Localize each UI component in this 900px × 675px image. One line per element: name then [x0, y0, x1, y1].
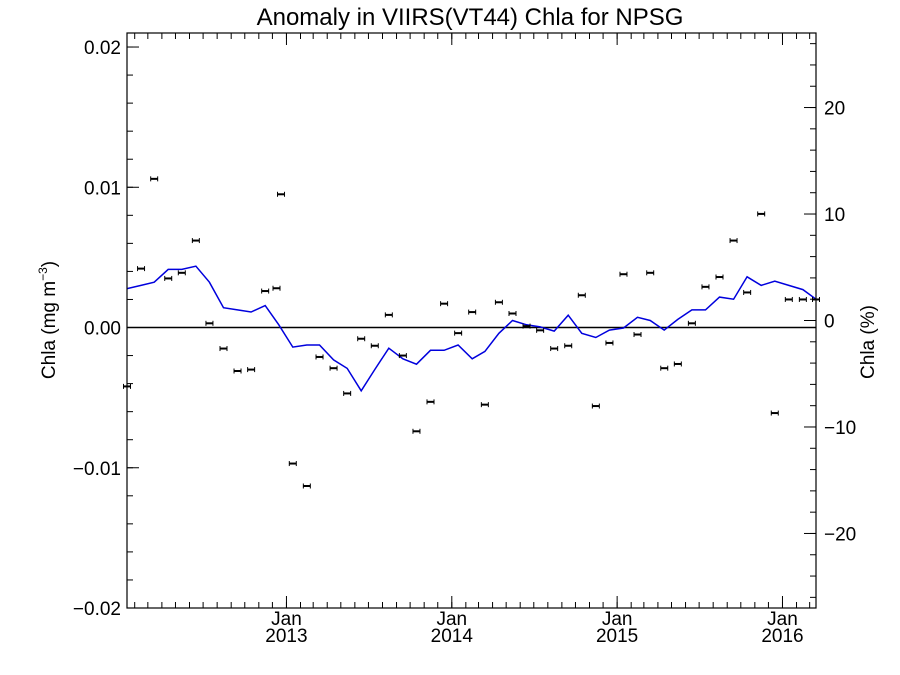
data-point — [673, 361, 682, 367]
data-point — [272, 285, 281, 291]
x-tick-label-year: 2016 — [761, 626, 803, 647]
y-left-tick-label: −0.01 — [73, 459, 121, 480]
data-point — [177, 270, 186, 276]
x-tick-label-month: Jan — [602, 609, 633, 630]
x-tick-label-month: Jan — [271, 609, 302, 630]
chart-marks — [123, 176, 820, 489]
data-point — [729, 238, 738, 244]
data-point — [468, 309, 477, 315]
y-axis-right-label: Chla (%) — [858, 305, 879, 379]
data-point — [398, 353, 407, 359]
y-right-tick-label: 20 — [824, 99, 845, 120]
data-point — [577, 292, 586, 298]
y-right-tick-label: 10 — [824, 205, 845, 226]
data-point — [550, 346, 559, 352]
data-point — [591, 403, 600, 409]
x-tick-label-year: 2013 — [265, 626, 307, 647]
x-tick-label-year: 2014 — [431, 626, 474, 647]
data-point — [288, 461, 297, 467]
data-point — [508, 310, 517, 316]
y-axis-left-label-text: Chla (mg m — [39, 281, 60, 379]
data-point — [370, 343, 379, 349]
data-point — [715, 274, 724, 280]
data-point — [480, 402, 489, 408]
data-point — [646, 270, 655, 276]
x-tick-label-year: 2015 — [596, 626, 638, 647]
data-point — [247, 367, 256, 373]
data-point — [315, 354, 324, 360]
data-point — [137, 266, 146, 272]
chart-title: Anomaly in VIIRS(VT44) Chla for NPSG — [257, 4, 684, 31]
y-right-tick-label: −20 — [824, 524, 856, 545]
data-point — [605, 340, 614, 346]
x-tick-label-month: Jan — [436, 609, 467, 630]
y-axis-left-label-end: ) — [39, 261, 60, 267]
data-point — [522, 323, 531, 329]
data-point — [494, 299, 503, 305]
y-left-tick-label: 0.02 — [84, 38, 121, 59]
data-point — [440, 301, 449, 307]
y-left-tick-label: −0.02 — [73, 599, 121, 620]
axis-ticks: 0.020.010.00−0.01−0.0220100−10−20Jan2013… — [73, 33, 856, 647]
data-point — [687, 320, 696, 326]
data-point — [205, 320, 214, 326]
data-point — [191, 238, 200, 244]
data-point — [757, 211, 766, 217]
y-right-tick-label: −10 — [824, 418, 856, 439]
percent-line — [126, 265, 817, 393]
data-point — [233, 368, 242, 374]
data-point — [743, 289, 752, 295]
y-right-tick-label: 0 — [824, 312, 835, 333]
data-point — [412, 428, 421, 434]
data-point — [164, 275, 173, 281]
data-point — [357, 336, 366, 342]
x-tick-label-month: Jan — [767, 609, 798, 630]
data-point — [770, 410, 779, 416]
y-axis-left-label-sup: −3 — [36, 267, 50, 281]
data-point — [784, 296, 793, 302]
data-point — [619, 271, 628, 277]
data-point — [343, 390, 352, 396]
y-left-tick-label: 0.00 — [84, 319, 121, 340]
data-point — [701, 284, 710, 290]
data-point — [798, 296, 807, 302]
data-point — [426, 399, 435, 405]
data-point — [302, 483, 311, 489]
y-axis-left-label: Chla (mg m−3) — [36, 261, 60, 379]
data-point — [150, 176, 159, 182]
data-point — [564, 343, 573, 349]
data-point — [329, 365, 338, 371]
plot-frame — [126, 32, 817, 609]
data-point — [633, 332, 642, 338]
data-point — [219, 346, 228, 352]
y-left-tick-label: 0.01 — [84, 178, 121, 199]
data-point — [277, 191, 286, 197]
data-point — [384, 312, 393, 318]
data-point — [454, 330, 463, 336]
data-point — [536, 327, 545, 333]
data-point — [660, 365, 669, 371]
data-point — [261, 288, 270, 294]
